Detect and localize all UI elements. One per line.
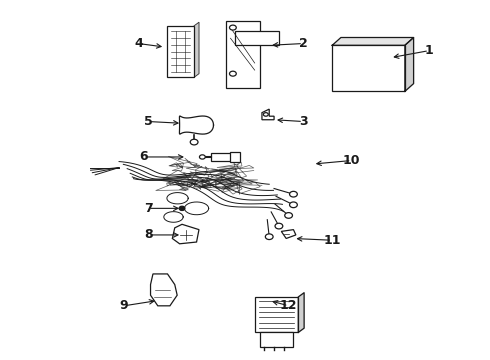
Circle shape xyxy=(285,213,293,218)
Polygon shape xyxy=(150,274,177,306)
Polygon shape xyxy=(298,293,304,332)
Polygon shape xyxy=(332,37,414,45)
Text: 8: 8 xyxy=(144,229,152,242)
Bar xyxy=(255,297,298,332)
Polygon shape xyxy=(172,224,199,244)
Circle shape xyxy=(190,139,198,145)
Text: 4: 4 xyxy=(134,37,143,50)
Text: 2: 2 xyxy=(299,37,308,50)
Text: 1: 1 xyxy=(425,44,434,57)
Circle shape xyxy=(229,25,236,30)
Bar xyxy=(235,31,279,45)
Circle shape xyxy=(290,202,297,208)
Polygon shape xyxy=(405,37,414,91)
Text: 10: 10 xyxy=(343,154,360,167)
Text: 6: 6 xyxy=(139,150,147,163)
Text: 12: 12 xyxy=(280,299,297,312)
Bar xyxy=(225,21,260,88)
Text: 9: 9 xyxy=(120,299,128,312)
Polygon shape xyxy=(194,22,199,77)
Text: 3: 3 xyxy=(299,115,307,128)
Circle shape xyxy=(266,234,273,239)
Polygon shape xyxy=(281,230,296,238)
Circle shape xyxy=(229,71,236,76)
Circle shape xyxy=(275,223,283,229)
Text: 11: 11 xyxy=(323,234,341,247)
Circle shape xyxy=(179,206,185,211)
Bar xyxy=(260,332,294,347)
Polygon shape xyxy=(262,109,274,120)
Bar xyxy=(332,45,405,91)
Circle shape xyxy=(264,113,268,116)
Bar xyxy=(211,153,238,161)
Circle shape xyxy=(290,192,297,197)
Bar xyxy=(230,152,240,162)
Bar xyxy=(168,26,194,77)
Text: 7: 7 xyxy=(144,202,152,215)
Text: 5: 5 xyxy=(144,115,152,128)
Circle shape xyxy=(199,155,205,159)
